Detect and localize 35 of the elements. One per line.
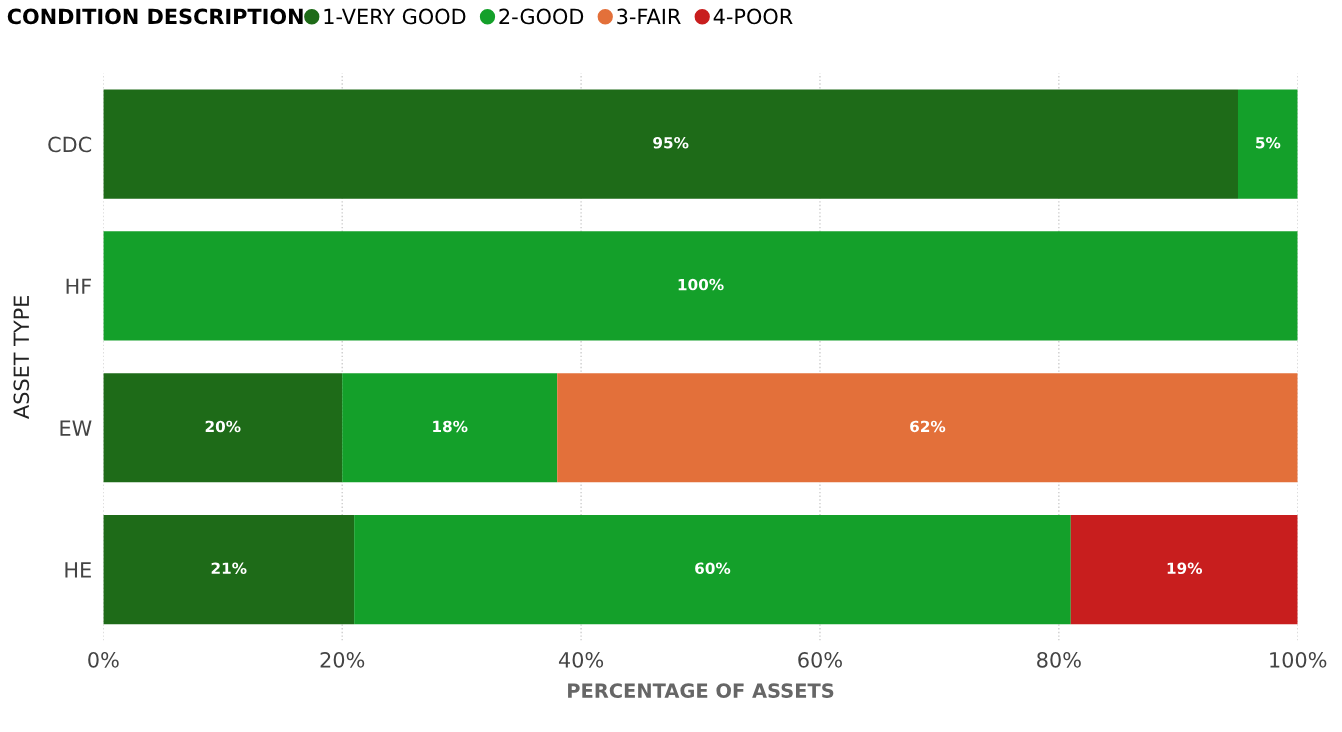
- text: 19%: [1167, 562, 1203, 575]
- y-axis-title: ASSET TYPE: [13, 295, 30, 419]
- legend-label: 3-FAIR: [617, 8, 681, 25]
- bar: [557, 373, 1298, 483]
- text: 95%: [653, 136, 689, 149]
- y-tick-label: CDC: [48, 136, 92, 153]
- text: 18%: [433, 420, 468, 433]
- text: 20%: [205, 420, 241, 433]
- bar: [103, 231, 1298, 341]
- x-tick-label: 40%: [558, 651, 604, 668]
- y-tick-label: HE: [65, 562, 91, 578]
- x-axis-title: PERCENTAGE OF ASSETS: [568, 683, 834, 698]
- text: 5%: [1256, 136, 1281, 149]
- text: 60%: [695, 562, 731, 575]
- x-tick-label: 0%: [88, 651, 119, 668]
- bar: [103, 373, 343, 483]
- x-tick-label: 60%: [798, 651, 842, 668]
- bar: [1238, 89, 1298, 199]
- bar: [103, 514, 355, 625]
- bar: [342, 373, 558, 483]
- legend-label: 4-POOR: [713, 8, 793, 25]
- x-tick-label: 20%: [320, 651, 365, 668]
- x-tick-label: 100%: [1270, 651, 1327, 668]
- bar: [103, 89, 1238, 199]
- bar: [1070, 514, 1298, 625]
- y-tick-label: HF: [66, 278, 92, 294]
- legend-title: CONDITION DESCRIPTION: [7, 8, 303, 25]
- x-tick-label: 80%: [1037, 651, 1081, 668]
- text: 100%: [678, 278, 724, 291]
- bar: [354, 514, 1071, 625]
- y-tick-label: EW: [60, 420, 92, 436]
- text: 62%: [910, 420, 946, 433]
- text: 21%: [211, 562, 247, 575]
- legend-label: 2-GOOD: [499, 8, 584, 25]
- legend-label: 1-VERY GOOD: [324, 8, 466, 25]
